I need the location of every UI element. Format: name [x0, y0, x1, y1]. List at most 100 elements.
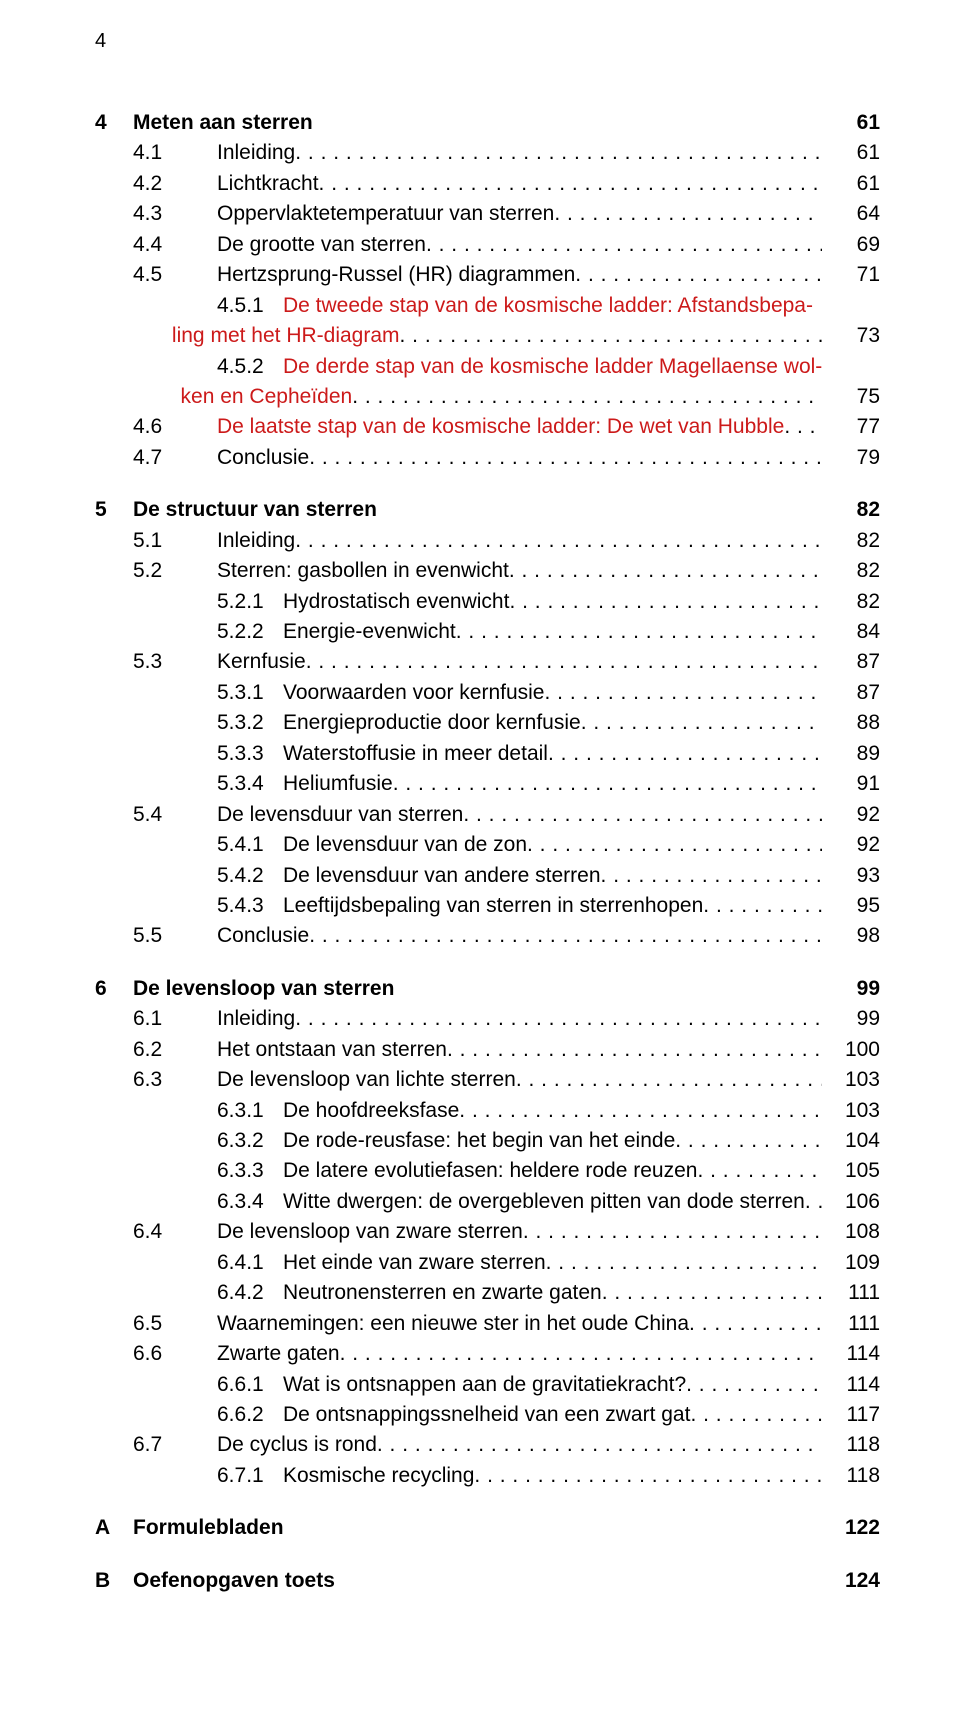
- toc-entry-row[interactable]: 4.6De laatste stap van de kosmische ladd…: [95, 412, 880, 442]
- toc-entry-row[interactable]: 5.2Sterren: gasbollen in evenwicht82: [95, 556, 880, 586]
- toc-entry-row[interactable]: 6.1Inleiding99: [95, 1004, 880, 1034]
- toc-entry-page: 82: [822, 587, 880, 617]
- toc-chapter-title: Meten aan sterren: [133, 108, 313, 138]
- toc-chapter-number: 6: [95, 974, 133, 1004]
- toc-entry-page: 89: [822, 739, 880, 769]
- toc-entry-row[interactable]: 6.7De cyclus is rond118: [95, 1430, 880, 1460]
- toc-entry-row[interactable]: 5.4.3Leeftijdsbepaling van sterren in st…: [95, 891, 880, 921]
- toc-entry-row[interactable]: 6.3.3De latere evolutiefasen: heldere ro…: [95, 1156, 880, 1186]
- toc-entry-page: 87: [822, 678, 880, 708]
- toc-entry-row[interactable]: 4.4De grootte van sterren69: [95, 230, 880, 260]
- toc-leader: [456, 617, 822, 647]
- toc-leader: [309, 921, 822, 951]
- toc-section: 4Meten aan sterren614.1Inleiding614.2Lic…: [95, 108, 880, 473]
- toc-entry-title: Inleiding: [217, 1004, 295, 1034]
- toc-entry-row[interactable]: 4.1Inleiding61: [95, 138, 880, 168]
- toc-entry-continuation[interactable]: ling met het HR-diagram73: [95, 321, 880, 351]
- toc-leader: [516, 1065, 822, 1095]
- toc-entry-number: 6.3: [95, 1065, 217, 1095]
- toc-entry-row[interactable]: 6.6.2De ontsnappingssnelheid van een zwa…: [95, 1400, 880, 1430]
- toc-entry-row[interactable]: 6.2Het ontstaan van sterren100: [95, 1035, 880, 1065]
- toc-entry-title: Het ontstaan van sterren: [217, 1035, 447, 1065]
- toc-entry-title-continuation: ken en Cepheïden: [181, 382, 353, 412]
- toc-entry-title: Conclusie: [217, 921, 309, 951]
- toc-entry-page: 118: [822, 1461, 880, 1491]
- toc-entry-title: Waarnemingen: een nieuwe ster in het oud…: [217, 1309, 689, 1339]
- toc-entry-row[interactable]: 6.4De levensloop van zware sterren108: [95, 1217, 880, 1247]
- toc-entry-number: 4.6: [95, 412, 217, 442]
- toc-entry-title: De ontsnappingssnelheid van een zwart ga…: [283, 1400, 690, 1430]
- toc-entry-number: 6.3.2: [95, 1126, 283, 1156]
- toc-entry-row[interactable]: 5.1Inleiding82: [95, 526, 880, 556]
- toc-entry-page: 111: [822, 1309, 880, 1339]
- toc-entry-page: 88: [822, 708, 880, 738]
- toc-entry-row[interactable]: 4.2Lichtkracht61: [95, 169, 880, 199]
- toc-entry-row[interactable]: 5.2.2Energie-evenwicht84: [95, 617, 880, 647]
- toc-entry-row[interactable]: 6.6Zwarte gaten114: [95, 1339, 880, 1369]
- toc-entry-title: Kosmische recycling: [283, 1461, 474, 1491]
- toc-entry-row[interactable]: 5.3.3Waterstoffusie in meer detail89: [95, 739, 880, 769]
- toc-entry-number: 6.4.2: [95, 1278, 283, 1308]
- toc-entry-title: Het einde van zware sterren: [283, 1248, 546, 1278]
- toc-entry-number: 5.2.1: [95, 587, 283, 617]
- toc-chapter-row[interactable]: AFormulebladen122: [95, 1513, 880, 1543]
- toc-chapter-number: 4: [95, 108, 133, 138]
- toc-entry-row[interactable]: 6.3.2De rode-reusfase: het begin van het…: [95, 1126, 880, 1156]
- toc-entry-row[interactable]: 6.5Waarnemingen: een nieuwe ster in het …: [95, 1309, 880, 1339]
- toc-entry-page: 103: [822, 1096, 880, 1126]
- toc-entry-row[interactable]: 6.6.1Wat is ontsnappen aan de gravitatie…: [95, 1370, 880, 1400]
- toc-entry-row[interactable]: 5.3.4Heliumfusie91: [95, 769, 880, 799]
- toc-entry-number: 5.4.1: [95, 830, 283, 860]
- toc-entry-row[interactable]: 5.3.1Voorwaarden voor kernfusie87: [95, 678, 880, 708]
- toc-entry-row[interactable]: 4.5.1De tweede stap van de kosmische lad…: [95, 291, 880, 321]
- toc-entry-row[interactable]: 4.5Hertzsprung-Russel (HR) diagrammen71: [95, 260, 880, 290]
- toc-chapter-title: Oefenopgaven toets: [133, 1566, 335, 1596]
- toc-entry-continuation[interactable]: ken en Cepheïden75: [95, 382, 880, 412]
- toc-entry-title: Hertzsprung-Russel (HR) diagrammen: [217, 260, 575, 290]
- toc-entry-number: 5.2: [95, 556, 217, 586]
- toc-entry-page: 64: [822, 199, 880, 229]
- toc-entry-title: De rode-reusfase: het begin van het eind…: [283, 1126, 675, 1156]
- toc-entry-page: 87: [822, 647, 880, 677]
- toc-entry-row[interactable]: 5.3Kernfusie87: [95, 647, 880, 677]
- toc-leader: [474, 1461, 822, 1491]
- toc-entry-row[interactable]: 5.5Conclusie98: [95, 921, 880, 951]
- toc-entry-title: De laatste stap van de kosmische ladder:…: [217, 412, 784, 442]
- toc-entry-number: 6.2: [95, 1035, 217, 1065]
- toc-entry-row[interactable]: 4.7Conclusie79: [95, 443, 880, 473]
- toc-entry-number: 5.3.4: [95, 769, 283, 799]
- toc-entry-row[interactable]: 5.4.1De levensduur van de zon92: [95, 830, 880, 860]
- toc-entry-page: 98: [822, 921, 880, 951]
- toc-entry-page: 84: [822, 617, 880, 647]
- toc-entry-title-continuation: ling met het HR-diagram: [172, 321, 400, 351]
- toc-entry-row[interactable]: 6.4.2Neutronensterren en zwarte gaten111: [95, 1278, 880, 1308]
- toc-entry-row[interactable]: 4.5.2De derde stap van de kosmische ladd…: [95, 352, 880, 382]
- toc-entry-title: De levensduur van sterren: [217, 800, 463, 830]
- toc-chapter-row[interactable]: BOefenopgaven toets124: [95, 1566, 880, 1596]
- toc-entry-row[interactable]: 6.3.4Witte dwergen: de overgebleven pitt…: [95, 1187, 880, 1217]
- toc-entry-row[interactable]: 6.3.1De hoofdreeksfase103: [95, 1096, 880, 1126]
- toc-entry-number: 5.3: [95, 647, 217, 677]
- toc-chapter-row[interactable]: 4Meten aan sterren61: [95, 108, 880, 138]
- toc-entry-row[interactable]: 5.3.2Energieproductie door kernfusie88: [95, 708, 880, 738]
- toc-entry-row[interactable]: 6.7.1Kosmische recycling118: [95, 1461, 880, 1491]
- toc-entry-title: Heliumfusie: [283, 769, 393, 799]
- toc-chapter-row[interactable]: 5De structuur van sterren82: [95, 495, 880, 525]
- toc-entry-row[interactable]: 5.2.1Hydrostatisch evenwicht82: [95, 587, 880, 617]
- toc-leader: [340, 1339, 822, 1369]
- toc-chapter-page: 124: [822, 1566, 880, 1596]
- toc-entry-row[interactable]: 6.4.1Het einde van zware sterren109: [95, 1248, 880, 1278]
- toc-chapter-row[interactable]: 6De levensloop van sterren99: [95, 974, 880, 1004]
- toc-entry-title: Witte dwergen: de overgebleven pitten va…: [283, 1187, 805, 1217]
- toc-entry-page: 117: [822, 1400, 880, 1430]
- toc-entry-row[interactable]: 5.4.2De levensduur van andere sterren93: [95, 861, 880, 891]
- toc-entry-title: Inleiding: [217, 138, 295, 168]
- toc-entry-row[interactable]: 6.3De levensloop van lichte sterren103: [95, 1065, 880, 1095]
- toc-entry-page: 69: [822, 230, 880, 260]
- toc-section: AFormulebladen122: [95, 1513, 880, 1543]
- toc-entry-number: 4.5: [95, 260, 217, 290]
- toc-entry-row[interactable]: 5.4De levensduur van sterren92: [95, 800, 880, 830]
- toc-entry-page: 109: [822, 1248, 880, 1278]
- toc-entry-row[interactable]: 4.3Oppervlaktetemperatuur van sterren64: [95, 199, 880, 229]
- toc-entry-number: 4.4: [95, 230, 217, 260]
